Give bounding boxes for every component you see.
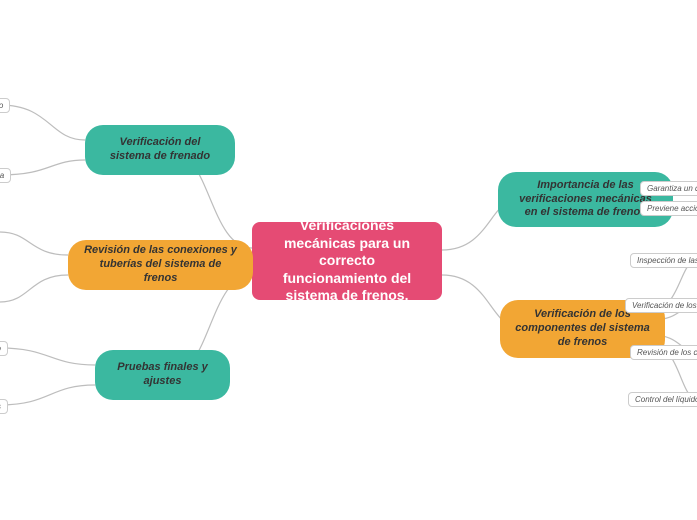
mindmap-canvas: Verificaciones mecánicas para un correct… xyxy=(0,0,697,520)
leaf: Revisión de los cilin xyxy=(630,345,697,360)
leaf: Garantiza un c xyxy=(640,181,697,196)
leaf: ento del sistema de frenos xyxy=(0,399,8,414)
branch-verificacion-frenado: Verificación del sistema de frenado xyxy=(85,125,235,175)
leaf: Ajuste del freno de mano xyxy=(0,341,8,356)
leaf: e frenado en carga xyxy=(0,168,11,183)
branch-pruebas-finales: Pruebas finales y ajustes xyxy=(95,350,230,400)
leaf: Inspección de las pa xyxy=(630,253,697,268)
leaf: Verificación de los d xyxy=(625,298,697,313)
leaf: e frenado en vacío xyxy=(0,98,10,113)
leaf: Control del líquido d xyxy=(628,392,697,407)
leaf: Previene accio xyxy=(640,201,697,216)
central-node: Verificaciones mecánicas para un correct… xyxy=(252,222,442,300)
branch-revision-conexiones: Revisión de las conexiones y tuberías de… xyxy=(68,240,253,290)
